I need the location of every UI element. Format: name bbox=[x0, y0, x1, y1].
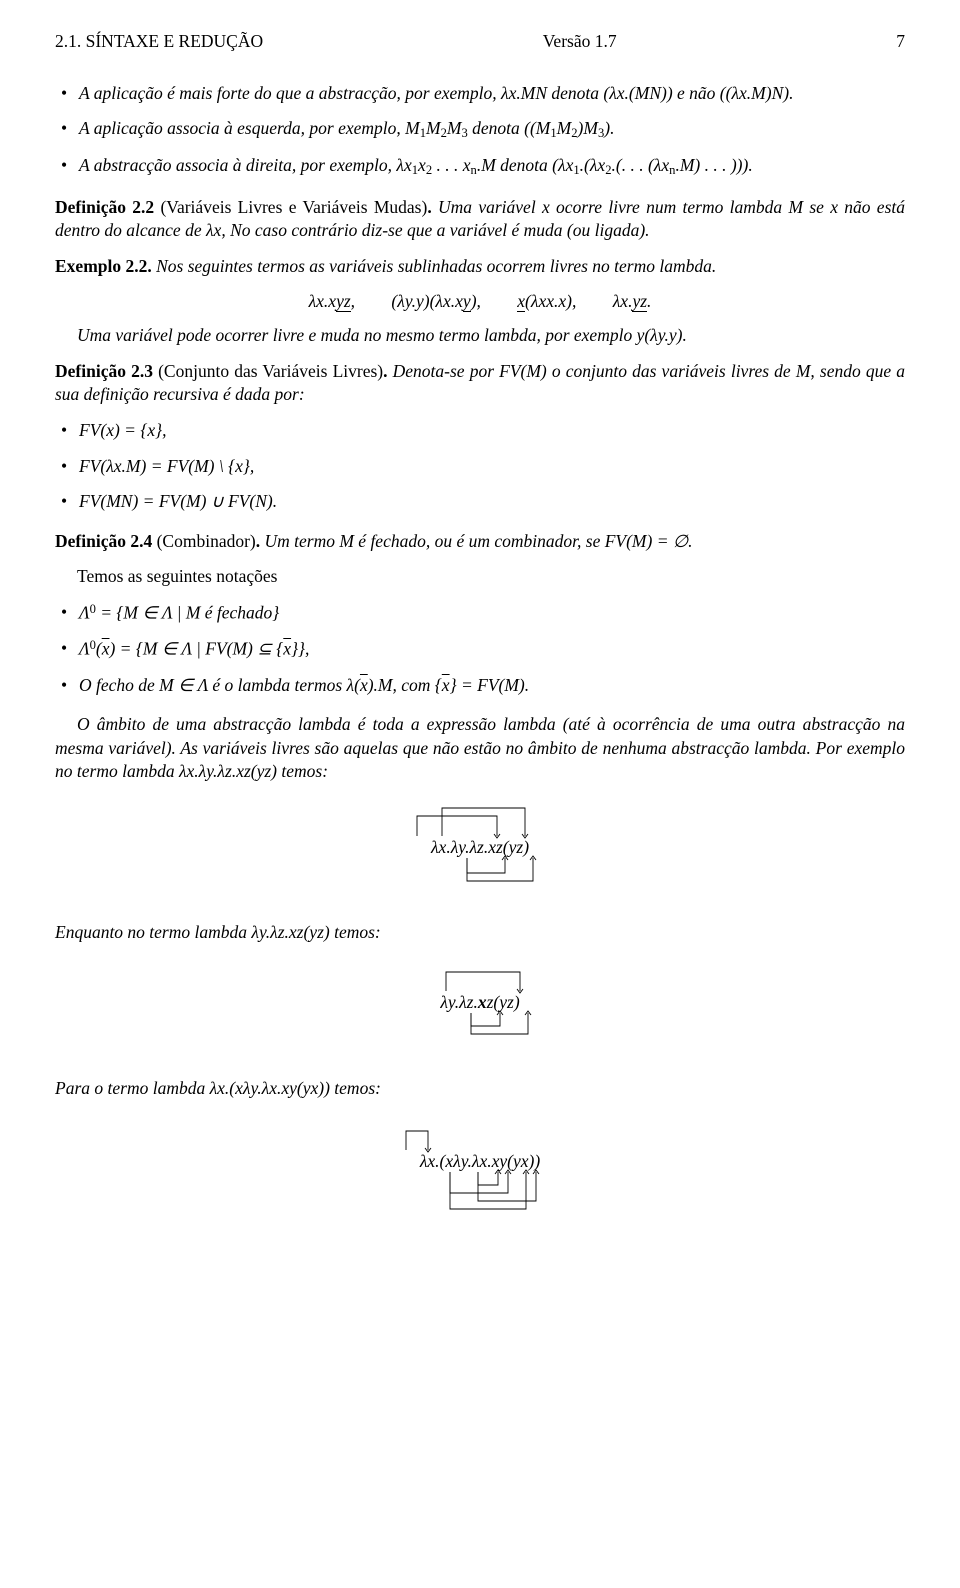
text: . . . x bbox=[432, 155, 470, 175]
binding-diagram-3: λx.(xλy.λx.xy(yx)) bbox=[55, 1115, 905, 1222]
t: λx.x bbox=[309, 291, 337, 311]
definition-2-2: Definição 2.2 (Variáveis Livres e Variáv… bbox=[55, 196, 905, 243]
t: ) = {M ∈ Λ | FV(M) ⊆ { bbox=[109, 639, 283, 659]
para-termo: Para o termo lambda λx.(xλy.λx.xy(yx)) t… bbox=[55, 1077, 905, 1101]
fv-bullet-1: FV(x) = {x}, bbox=[55, 419, 905, 443]
text: .M denota (λx bbox=[477, 155, 574, 175]
t: (λxx.x) bbox=[525, 291, 572, 311]
definition-2-3: Definição 2.3 (Conjunto das Variáveis Li… bbox=[55, 360, 905, 407]
fv-bullet-2: FV(λx.M) = FV(M) \ {x}, bbox=[55, 455, 905, 479]
bullet-application-left: A aplicação associa à esquerda, por exem… bbox=[55, 117, 905, 142]
dot: . bbox=[383, 361, 393, 381]
def-label: Definição 2.4 bbox=[55, 531, 152, 551]
text: A abstracção associa à direita, por exem… bbox=[79, 155, 412, 175]
t: ) bbox=[471, 291, 477, 311]
text: .(λx bbox=[580, 155, 606, 175]
term-4: λx.yz. bbox=[613, 290, 652, 314]
ex-text: Nos seguintes termos as variáveis sublin… bbox=[152, 256, 717, 276]
text: FV(MN) = FV(M) ∪ FV(N). bbox=[79, 491, 277, 511]
scope-paragraph: O âmbito de uma abstracção lambda é toda… bbox=[55, 713, 905, 784]
notations-bullet-list: Λ0 = {M ∈ Λ | M é fechado} Λ0(x) = {M ∈ … bbox=[55, 601, 905, 697]
underline: yz bbox=[336, 291, 351, 312]
t: } = FV(M). bbox=[450, 675, 530, 695]
text: Enquanto no termo lambda λy.λz.xz(yz) te… bbox=[55, 922, 381, 942]
term-3: x(λxx.x), bbox=[517, 290, 576, 314]
def-paren: (Combinador) bbox=[152, 531, 256, 551]
example-2-2: Exemplo 2.2. Nos seguintes termos as var… bbox=[55, 255, 905, 279]
bullet-abstraction-right: A abstracção associa à direita, por exem… bbox=[55, 154, 905, 179]
not-bullet-2: Λ0(x) = {M ∈ Λ | FV(M) ⊆ {x}}, bbox=[55, 637, 905, 661]
t: }}, bbox=[291, 639, 309, 659]
text: M bbox=[447, 118, 462, 138]
diagram-text: λx.(xλy.λx.xy(yx)) bbox=[419, 1151, 541, 1171]
t: ).M, com { bbox=[368, 675, 442, 695]
definition-2-4: Definição 2.4 (Combinador). Um termo M é… bbox=[55, 530, 905, 554]
text: M bbox=[557, 118, 572, 138]
overbar: x bbox=[283, 639, 291, 659]
text: ). bbox=[604, 118, 614, 138]
text: x bbox=[418, 155, 426, 175]
dot: . bbox=[256, 531, 265, 551]
underline: yz bbox=[632, 291, 647, 312]
ex-label: Exemplo 2.2. bbox=[55, 256, 152, 276]
def-paren: (Variáveis Livres e Variáveis Mudas) bbox=[154, 197, 427, 217]
text: FV(x) = {x}, bbox=[79, 420, 167, 440]
header-section: 2.1. SÍNTAXE E REDUÇÃO bbox=[55, 30, 263, 54]
term-2: (λy.y)(λx.xy), bbox=[391, 290, 480, 314]
bullet-text: A aplicação é mais forte do que a abstra… bbox=[79, 83, 793, 103]
t: O fecho de M ∈ Λ é o lambda termos λ( bbox=[79, 675, 360, 695]
top-bullet-list: A aplicação é mais forte do que a abstra… bbox=[55, 82, 905, 180]
header-page: 7 bbox=[896, 30, 905, 54]
binding-diagram-2: λy.λz.xz(yz) bbox=[55, 958, 905, 1051]
text: A aplicação associa à esquerda, por exem… bbox=[79, 118, 420, 138]
def-label: Definição 2.2 bbox=[55, 197, 154, 217]
diagram-text-a: λy.λz.xz(yz) bbox=[439, 992, 519, 1012]
t: Λ bbox=[79, 639, 90, 659]
text: .(. . . (λx bbox=[612, 155, 670, 175]
enquanto-para: Enquanto no termo lambda λy.λz.xz(yz) te… bbox=[55, 921, 905, 945]
text: )M bbox=[578, 118, 598, 138]
term-1: λx.xyz, bbox=[309, 290, 355, 314]
overbar: x bbox=[442, 675, 450, 695]
def-label: Definição 2.3 bbox=[55, 361, 153, 381]
underline: y bbox=[463, 291, 471, 312]
text: FV(λx.M) = FV(M) \ {x}, bbox=[79, 456, 254, 476]
underline: x bbox=[517, 291, 525, 312]
text: .M) . . . ))). bbox=[675, 155, 752, 175]
terms-row: λx.xyz, (λy.y)(λx.xy), x(λxx.x), λx.yz. bbox=[55, 290, 905, 314]
t: λx. bbox=[613, 291, 633, 311]
def-text: Um termo M é fechado, ou é um combinador… bbox=[265, 531, 693, 551]
t: Λ bbox=[79, 603, 90, 623]
bullet-application-stronger: A aplicação é mais forte do que a abstra… bbox=[55, 82, 905, 106]
def-paren: (Conjunto das Variáveis Livres) bbox=[153, 361, 383, 381]
page-header: 2.1. SÍNTAXE E REDUÇÃO Versão 1.7 7 bbox=[55, 30, 905, 54]
not-bullet-1: Λ0 = {M ∈ Λ | M é fechado} bbox=[55, 601, 905, 625]
below-terms-note: Uma variável pode ocorrer livre e muda n… bbox=[55, 324, 905, 348]
t: (λy.y)(λx.x bbox=[391, 291, 463, 311]
t: = {M ∈ Λ | M é fechado} bbox=[96, 603, 279, 623]
text: M bbox=[426, 118, 441, 138]
overbar: x bbox=[360, 675, 368, 695]
diagram-text: λx.λy.λz.xz(yz) bbox=[430, 837, 529, 857]
header-version: Versão 1.7 bbox=[543, 30, 617, 54]
dot: . bbox=[427, 197, 438, 217]
binding-diagram-1: λx.λy.λz.xz(yz) bbox=[55, 798, 905, 895]
text: denota ((M bbox=[468, 118, 551, 138]
text: O âmbito de uma abstracção lambda é toda… bbox=[55, 714, 905, 781]
text: Para o termo lambda λx.(xλy.λx.xy(yx)) t… bbox=[55, 1078, 381, 1098]
not-bullet-3: O fecho de M ∈ Λ é o lambda termos λ(x).… bbox=[55, 674, 905, 698]
fv-bullet-list: FV(x) = {x}, FV(λx.M) = FV(M) \ {x}, FV(… bbox=[55, 419, 905, 514]
fv-bullet-3: FV(MN) = FV(M) ∪ FV(N). bbox=[55, 490, 905, 514]
notations-intro: Temos as seguintes notações bbox=[55, 565, 905, 589]
